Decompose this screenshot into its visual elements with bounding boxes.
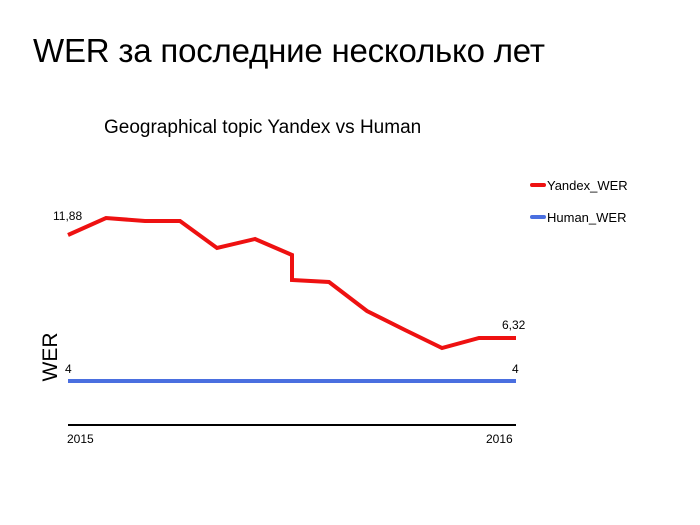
legend-label: Yandex_WER	[547, 177, 628, 193]
chart-legend: Yandex_WER Human_WER	[530, 175, 628, 239]
yandex-wer-line	[67, 215, 516, 351]
x-tick-2016: 2016	[486, 432, 513, 446]
chart-title: Geographical topic Yandex vs Human	[104, 117, 422, 138]
legend-label: Human_WER	[547, 209, 627, 225]
x-tick-2015: 2015	[67, 432, 94, 446]
slide-title: WER за последние несколько лет	[33, 32, 545, 69]
human-last-value-label: 4	[512, 362, 519, 376]
legend-swatch-red-icon	[530, 183, 546, 187]
yandex-first-value-label: 11,88	[53, 209, 83, 223]
legend-item-human: Human_WER	[530, 207, 628, 227]
y-axis-label: WER	[39, 332, 62, 382]
legend-item-yandex: Yandex_WER	[530, 175, 628, 195]
human-first-value-label: 4	[65, 362, 72, 376]
legend-swatch-blue-icon	[530, 215, 546, 219]
yandex-last-value-label: 6,32	[502, 318, 526, 332]
